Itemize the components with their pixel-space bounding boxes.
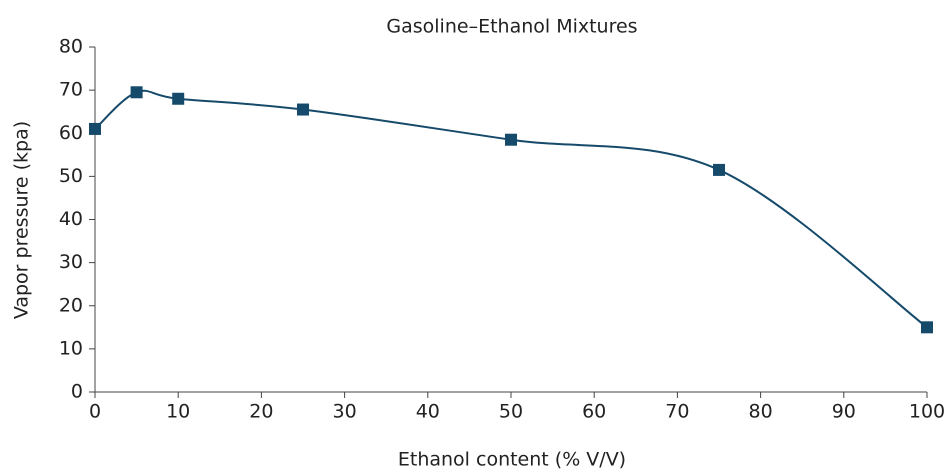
x-tick-label: 10 (166, 401, 190, 423)
x-tick-label: 50 (499, 401, 523, 423)
marker (505, 133, 517, 146)
marker (172, 92, 185, 105)
marker (713, 163, 725, 176)
y-tick-label: 30 (59, 251, 83, 273)
y-tick-label: 70 (59, 79, 83, 101)
y-tick-label: 10 (59, 337, 83, 359)
x-tick-label: 20 (249, 401, 273, 423)
marker (130, 86, 143, 99)
y-axis-title: Vapor pressure (kpa) (11, 121, 33, 319)
y-tick-label: 40 (59, 208, 83, 230)
x-tick-label: 70 (665, 401, 689, 423)
x-tick-label: 0 (89, 401, 101, 423)
x-tick-label: 100 (909, 401, 945, 423)
marker (297, 103, 309, 116)
y-tick-label: 0 (71, 381, 83, 403)
x-axis-title: Ethanol content (% V/V) (398, 449, 626, 471)
x-tick-label: 60 (582, 401, 606, 423)
x-tick-label: 40 (416, 401, 440, 423)
y-tick-label: 80 (59, 36, 83, 58)
marker (89, 122, 101, 135)
chart-title: Gasoline–Ethanol Mixtures (386, 16, 637, 38)
y-tick-label: 20 (59, 294, 83, 316)
x-tick-label: 30 (333, 401, 357, 423)
y-tick-label: 60 (59, 122, 83, 144)
line (94, 89, 928, 329)
x-tick-label: 80 (749, 401, 773, 423)
marker (921, 321, 933, 334)
x-tick-label: 90 (832, 401, 856, 423)
y-tick-label: 50 (59, 165, 83, 187)
